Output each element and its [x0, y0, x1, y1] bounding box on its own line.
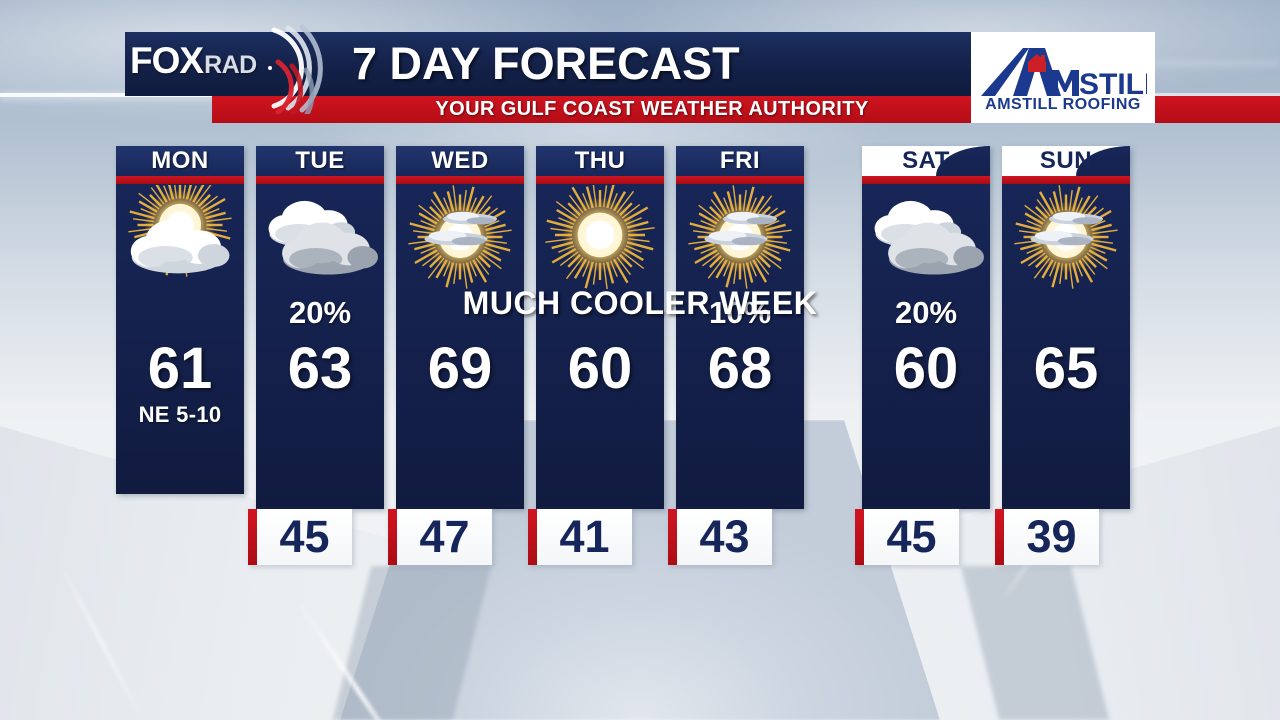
- day-label: FRI: [719, 147, 761, 174]
- low-temp-accent-bar: [248, 509, 257, 565]
- low-temperature-box-wed: 47: [388, 509, 492, 565]
- day-label: SAT: [902, 147, 950, 174]
- foxrad-logo-fox: FOX: [130, 40, 204, 81]
- amstill-mark-icon: STILL: [979, 42, 1147, 100]
- day-body: 65: [1002, 184, 1130, 401]
- day-body: 10% 68: [676, 184, 804, 401]
- precip-chance: [536, 289, 664, 337]
- precip-chance: [1002, 289, 1130, 337]
- day-header-rule: [536, 176, 664, 184]
- day-label: THU: [574, 147, 626, 174]
- low-temperature: 43: [699, 511, 750, 562]
- radar-arcs-icon: [268, 22, 358, 119]
- low-temperature-box-sat: 45: [855, 509, 959, 565]
- precip-chance: 10%: [708, 295, 772, 330]
- high-temperature: 68: [707, 336, 773, 401]
- low-temperature-box-sun: 39: [995, 509, 1099, 565]
- foxrad-logo-rad: RAD: [204, 51, 257, 79]
- day-header-rule: [676, 176, 804, 184]
- forecast-day-column-fri[interactable]: FRI 10% 68: [676, 146, 804, 509]
- day-header-rule: [862, 176, 990, 184]
- day-header-rule: [116, 176, 244, 184]
- day-header-rule: [256, 176, 384, 184]
- low-temp-accent-bar: [528, 509, 537, 565]
- day-label: MON: [151, 147, 209, 174]
- high-temperature: 61: [147, 336, 213, 401]
- forecast-header: FOX RAD 7 DAY FORECAST YOUR GULF COAST W…: [0, 0, 1280, 135]
- day-header-wed: WED: [396, 146, 524, 176]
- high-temperature: 65: [1033, 336, 1099, 401]
- day-header-fri: FRI: [676, 146, 804, 176]
- forecast-day-column-wed[interactable]: WED 69: [396, 146, 524, 509]
- low-temp-accent-bar: [388, 509, 397, 565]
- forecast-day-column-tue[interactable]: TUE 20% 63: [256, 146, 384, 509]
- day-header-sun: SUN: [1002, 146, 1130, 176]
- day-header-rule: [1002, 176, 1130, 184]
- low-temperature-box-thu: 41: [528, 509, 632, 565]
- sponsor-logo[interactable]: STILL AMSTILL ROOFING: [971, 32, 1155, 123]
- low-temperature: 45: [886, 511, 937, 562]
- day-header-tue: TUE: [256, 146, 384, 176]
- precip-chance: 20%: [894, 295, 958, 330]
- forecast-day-column-mon[interactable]: MON 61 NE 5-10: [116, 146, 244, 494]
- page-title: 7 DAY FORECAST: [352, 38, 740, 89]
- cloudy-icon: [256, 184, 384, 289]
- day-header-mon: MON: [116, 146, 244, 176]
- sunny-thin-clouds-icon: [676, 184, 804, 289]
- day-body: 20% 60: [862, 184, 990, 401]
- low-temperature-box-fri: 43: [668, 509, 772, 565]
- day-label: WED: [431, 147, 489, 174]
- wind-text: NE 5-10: [138, 402, 222, 427]
- high-temperature: 63: [287, 336, 353, 401]
- day-header-sat: SAT: [862, 146, 990, 176]
- day-label: TUE: [295, 147, 345, 174]
- high-temperature: 60: [567, 336, 633, 401]
- low-temp-accent-bar: [855, 509, 864, 565]
- foxrad-logo: FOX RAD: [130, 40, 330, 90]
- partly-sunny-icon: [116, 184, 244, 289]
- day-body: 20% 63: [256, 184, 384, 401]
- cloudy-icon: [862, 184, 990, 289]
- sunny-icon: [536, 184, 664, 289]
- sunny-thin-clouds-icon: [1002, 184, 1130, 289]
- high-temperature: 69: [427, 336, 493, 401]
- low-temperature: 47: [419, 511, 470, 562]
- day-label: SUN: [1039, 147, 1093, 174]
- forecast-day-column-thu[interactable]: THU 60: [536, 146, 664, 509]
- low-temperature: 45: [279, 511, 330, 562]
- day-header-thu: THU: [536, 146, 664, 176]
- page-subtitle: YOUR GULF COAST WEATHER AUTHORITY: [435, 98, 869, 120]
- low-temperature-box-tue: 45: [248, 509, 352, 565]
- sponsor-logo-subtitle: AMSTILL ROOFING: [985, 95, 1141, 113]
- svg-text:STILL: STILL: [1079, 68, 1147, 100]
- day-body: 60: [536, 184, 664, 401]
- high-temperature: 60: [893, 336, 959, 401]
- precip-chance: [116, 289, 244, 337]
- forecast-day-column-sun[interactable]: SUN 65: [1002, 146, 1130, 509]
- precip-chance: [396, 289, 524, 337]
- sunny-thin-clouds-icon: [396, 184, 524, 289]
- low-temperature: 41: [559, 511, 610, 562]
- precip-chance: 20%: [288, 295, 352, 330]
- low-temperature: 39: [1026, 511, 1077, 562]
- low-temp-accent-bar: [668, 509, 677, 565]
- low-temp-accent-bar: [995, 509, 1004, 565]
- day-body: 61 NE 5-10: [116, 184, 244, 429]
- day-body: 69: [396, 184, 524, 401]
- forecast-day-column-sat[interactable]: SAT 20% 60: [862, 146, 990, 509]
- day-header-rule: [396, 176, 524, 184]
